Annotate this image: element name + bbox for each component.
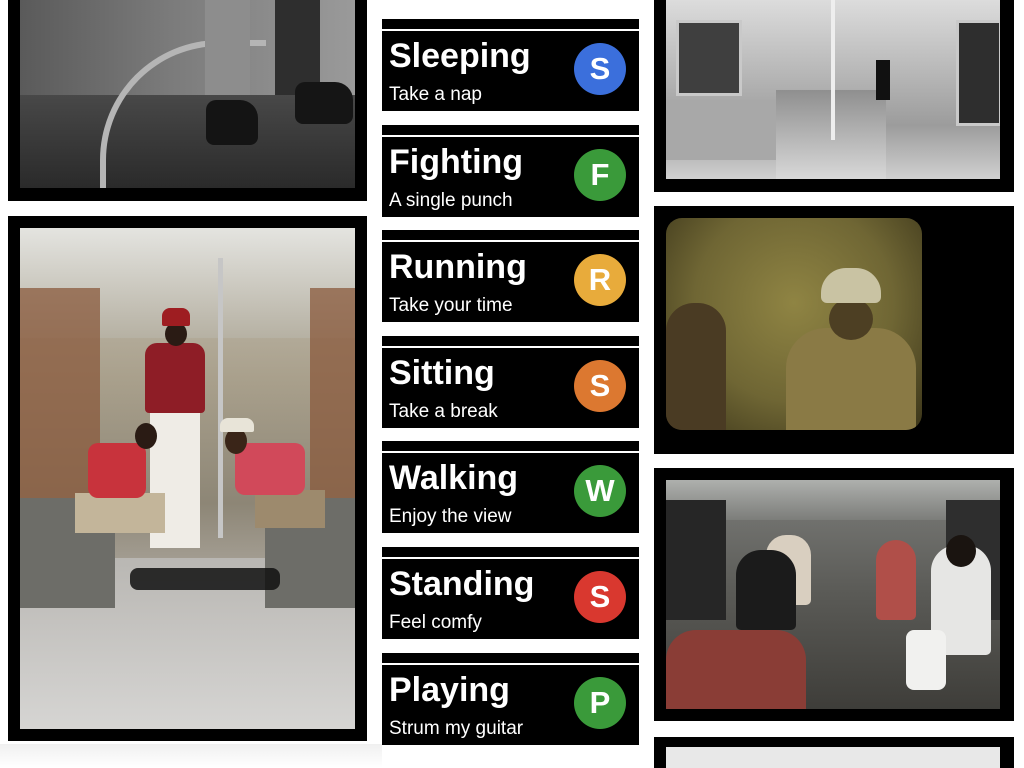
sign-subtitle: Take a break [389,401,498,422]
photo-partial-next[interactable] [654,737,1014,768]
photo-image [666,218,922,430]
line-bullet-icon: R [574,254,626,306]
sign-rule [382,451,639,453]
sign-rule [382,135,639,137]
sign-subtitle: Take a nap [389,84,482,105]
line-bullet-icon: S [574,571,626,623]
sign-fighting[interactable]: Fighting A single punch F [382,125,639,217]
photo-empty-subway-car[interactable] [654,0,1014,192]
sign-title: Playing [389,671,510,709]
sign-title: Running [389,248,527,286]
sign-sitting[interactable]: Sitting Take a break S [382,336,639,428]
sign-rule [382,346,639,348]
photo-image [20,0,355,188]
sign-rule [382,240,639,242]
sign-title: Sleeping [389,37,531,75]
sign-title: Standing [389,565,535,603]
line-bullet-icon: W [574,465,626,517]
sign-subtitle: Take your time [389,295,513,316]
photo-subway-legs[interactable] [8,0,367,201]
photo-image [666,0,1000,179]
sign-standing[interactable]: Standing Feel comfy S [382,547,639,639]
line-bullet-icon: F [574,149,626,201]
scroll-shadow [0,744,382,768]
photo-subway-three-boys[interactable] [8,216,367,741]
photo-image [20,228,355,729]
sign-running[interactable]: Running Take your time R [382,230,639,322]
sign-rule [382,29,639,31]
line-bullet-icon: S [574,360,626,412]
sign-walking[interactable]: Walking Enjoy the view W [382,441,639,533]
sign-rule [382,663,639,665]
sign-subtitle: Feel comfy [389,612,482,633]
line-bullet-icon: P [574,677,626,729]
sign-sleeping[interactable]: Sleeping Take a nap S [382,19,639,111]
photo-window-reflection[interactable] [654,206,1014,454]
sign-title: Fighting [389,143,524,181]
photo-crowded-subway-car[interactable] [654,468,1014,721]
line-bullet-icon: S [574,43,626,95]
sign-rule [382,557,639,559]
sign-subtitle: Strum my guitar [389,718,524,739]
sign-subtitle: Enjoy the view [389,506,512,527]
sign-title: Walking [389,459,519,497]
sign-title: Sitting [389,354,495,392]
photo-image [666,747,1000,768]
sign-playing[interactable]: Playing Strum my guitar P [382,653,639,745]
photo-image [666,480,1000,709]
sign-subtitle: A single punch [389,190,513,211]
